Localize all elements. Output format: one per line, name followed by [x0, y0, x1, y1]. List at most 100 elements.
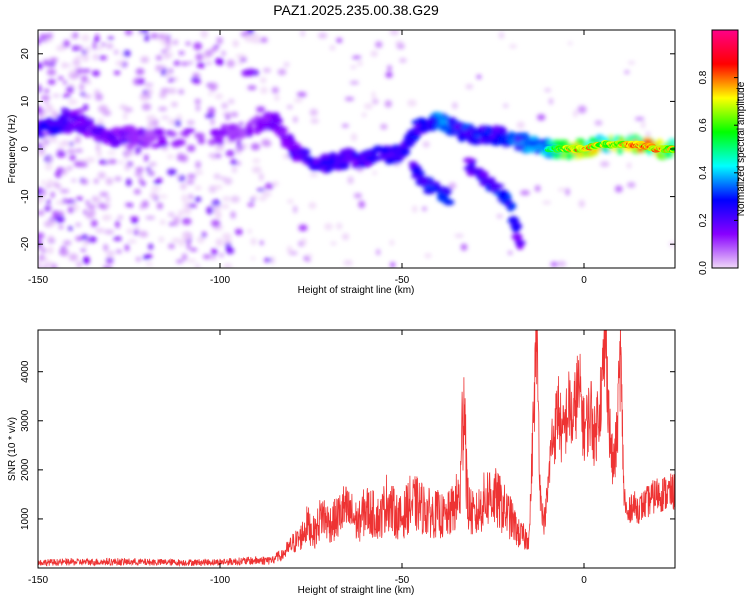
spectrogram-noise-blob — [81, 34, 90, 42]
spectrogram-noise-blob — [50, 191, 55, 199]
spectrogram-noise-blob — [286, 105, 294, 110]
spectrogram-noise-blob — [90, 219, 98, 228]
spectrogram-noise-blob — [161, 49, 167, 54]
spectrogram-noise-blob — [116, 249, 122, 254]
spectrogram-noise-blob — [207, 92, 214, 96]
spectrogram-noise-blob — [176, 175, 181, 179]
spectrogram-ridge-blob — [514, 137, 522, 143]
spectrogram-noise-blob — [105, 196, 111, 202]
snr-y-ticks: 1000 2000 3000 4000 — [20, 360, 675, 530]
spectrogram-noise-blob — [350, 133, 358, 142]
spectrogram-noise-blob — [509, 44, 517, 49]
spectrogram-noise-blob — [126, 228, 133, 235]
spectrogram-ridge-blob — [507, 131, 516, 137]
spectrogram-noise-blob — [193, 79, 201, 85]
spectrogram-noise-blob — [358, 200, 366, 209]
spectrogram-ridge-blob — [508, 202, 517, 210]
spectrogram-noise-blob — [304, 254, 314, 258]
spectrogram-noise-blob — [108, 159, 117, 165]
spectrogram-noise-blob — [98, 55, 108, 61]
spectrogram-ridge-blob — [157, 140, 169, 148]
spectrogram-ridge-blob — [310, 163, 322, 170]
spectrogram-noise-blob — [186, 144, 196, 152]
spectrogram-noise-blob — [88, 209, 96, 216]
spectrogram-noise-blob — [61, 63, 72, 68]
spectrogram-noise-blob — [215, 211, 222, 219]
spectrogram-noise-blob — [238, 122, 244, 126]
spectrogram-noise-blob — [85, 200, 90, 205]
spectrogram-ridge-blob — [480, 133, 492, 139]
spectrogram-noise-blob — [250, 143, 261, 151]
spectrogram-noise-blob — [251, 194, 258, 200]
spectrogram-noise-blob — [133, 188, 141, 195]
colorbar-label: Normalized spectral amplitude — [736, 81, 747, 216]
spectrogram-noise-blob — [205, 113, 215, 119]
spectrogram-noise-blob — [200, 30, 209, 38]
spectrogram-noise-blob — [158, 236, 165, 243]
spectrogram-noise-blob — [557, 187, 567, 192]
spectrogram-noise-blob — [195, 264, 200, 268]
spectrogram-noise-blob — [270, 256, 276, 265]
spectrogram-noise-blob — [465, 84, 474, 90]
spectrogram-noise-blob — [251, 166, 262, 174]
spectrogram-noise-blob — [187, 173, 196, 180]
spectrogram-noise-blob — [422, 141, 430, 148]
spectrogram-noise-blob — [117, 215, 124, 220]
spectrogram-noise-blob — [178, 51, 185, 55]
spectrogram-noise-blob — [424, 253, 432, 259]
spectrogram-noise-blob — [62, 198, 67, 205]
spectrogram-noise-blob — [38, 232, 43, 241]
spectrogram-noise-blob — [63, 39, 70, 48]
spectrogram-noise-blob — [226, 59, 235, 68]
spectrogram-ridge-blob — [183, 128, 196, 133]
spectrogram-noise-blob — [496, 213, 503, 219]
spectrogram-noise-blob — [76, 261, 82, 268]
spectrogram-noise-blob — [300, 30, 305, 37]
spectrogram-noise-blob — [164, 45, 171, 51]
spectrogram-noise-blob — [95, 93, 104, 101]
spectrogram-noise-blob — [105, 257, 114, 264]
spectrogram-noise-blob — [634, 117, 645, 121]
spectrogram-noise-blob — [298, 224, 308, 232]
spectrogram-noise-blob — [150, 33, 157, 39]
spectrogram-noise-blob — [222, 112, 232, 116]
spectrogram-noise-blob — [182, 207, 192, 215]
spectrogram-ridge-blob — [226, 129, 238, 136]
spectrogram-noise-blob — [98, 159, 107, 164]
spectrogram-noise-blob — [97, 171, 106, 179]
spectrogram-noise-blob — [56, 151, 66, 158]
spectrogram-noise-blob — [236, 161, 242, 166]
spectrogram-noise-blob — [221, 102, 228, 109]
spectrogram-noise-blob — [194, 170, 204, 175]
spectrogram-noise-blob — [105, 177, 113, 186]
spectrogram-noise-blob — [196, 62, 206, 69]
spectrogram-noise-blob — [351, 55, 362, 60]
spectrogram-noise-blob — [370, 50, 378, 57]
spectrogram-ridge-blob — [535, 143, 546, 151]
spectrogram-noise-blob — [49, 58, 58, 63]
spectrogram-noise-blob — [594, 120, 603, 126]
spectrogram-noise-blob — [146, 88, 153, 96]
spectrogram-noise-blob — [180, 61, 189, 66]
spectrogram-noise-blob — [214, 57, 224, 65]
spectrogram-noise-blob — [219, 253, 224, 258]
spectrogram-y-label: Frequency (Hz) — [7, 115, 18, 184]
spectrogram-noise-blob — [293, 116, 298, 123]
spectrogram-ridge-blob — [262, 122, 272, 128]
spectrogram-noise-blob — [67, 206, 74, 214]
spectrogram-noise-blob — [230, 159, 238, 166]
spectrogram-noise-blob — [89, 236, 97, 243]
spectrogram-noise-blob — [210, 255, 217, 260]
spectrogram-noise-blob — [166, 154, 175, 160]
spectrogram-ridge-blob — [429, 121, 438, 127]
spectrogram-noise-blob — [384, 100, 392, 108]
spectrogram-noise-blob — [210, 119, 215, 126]
spectrogram-ridge-blob — [516, 240, 523, 247]
spectrogram-noise-blob — [163, 53, 170, 60]
spectrogram-ridge-blob — [509, 215, 518, 224]
spectrogram-noise-blob — [256, 106, 266, 113]
spectrogram-ridge-blob — [337, 161, 350, 170]
spectrogram-noise-blob — [47, 235, 54, 243]
spectrogram-noise-blob — [55, 45, 66, 52]
spectrogram-noise-blob — [329, 45, 336, 51]
